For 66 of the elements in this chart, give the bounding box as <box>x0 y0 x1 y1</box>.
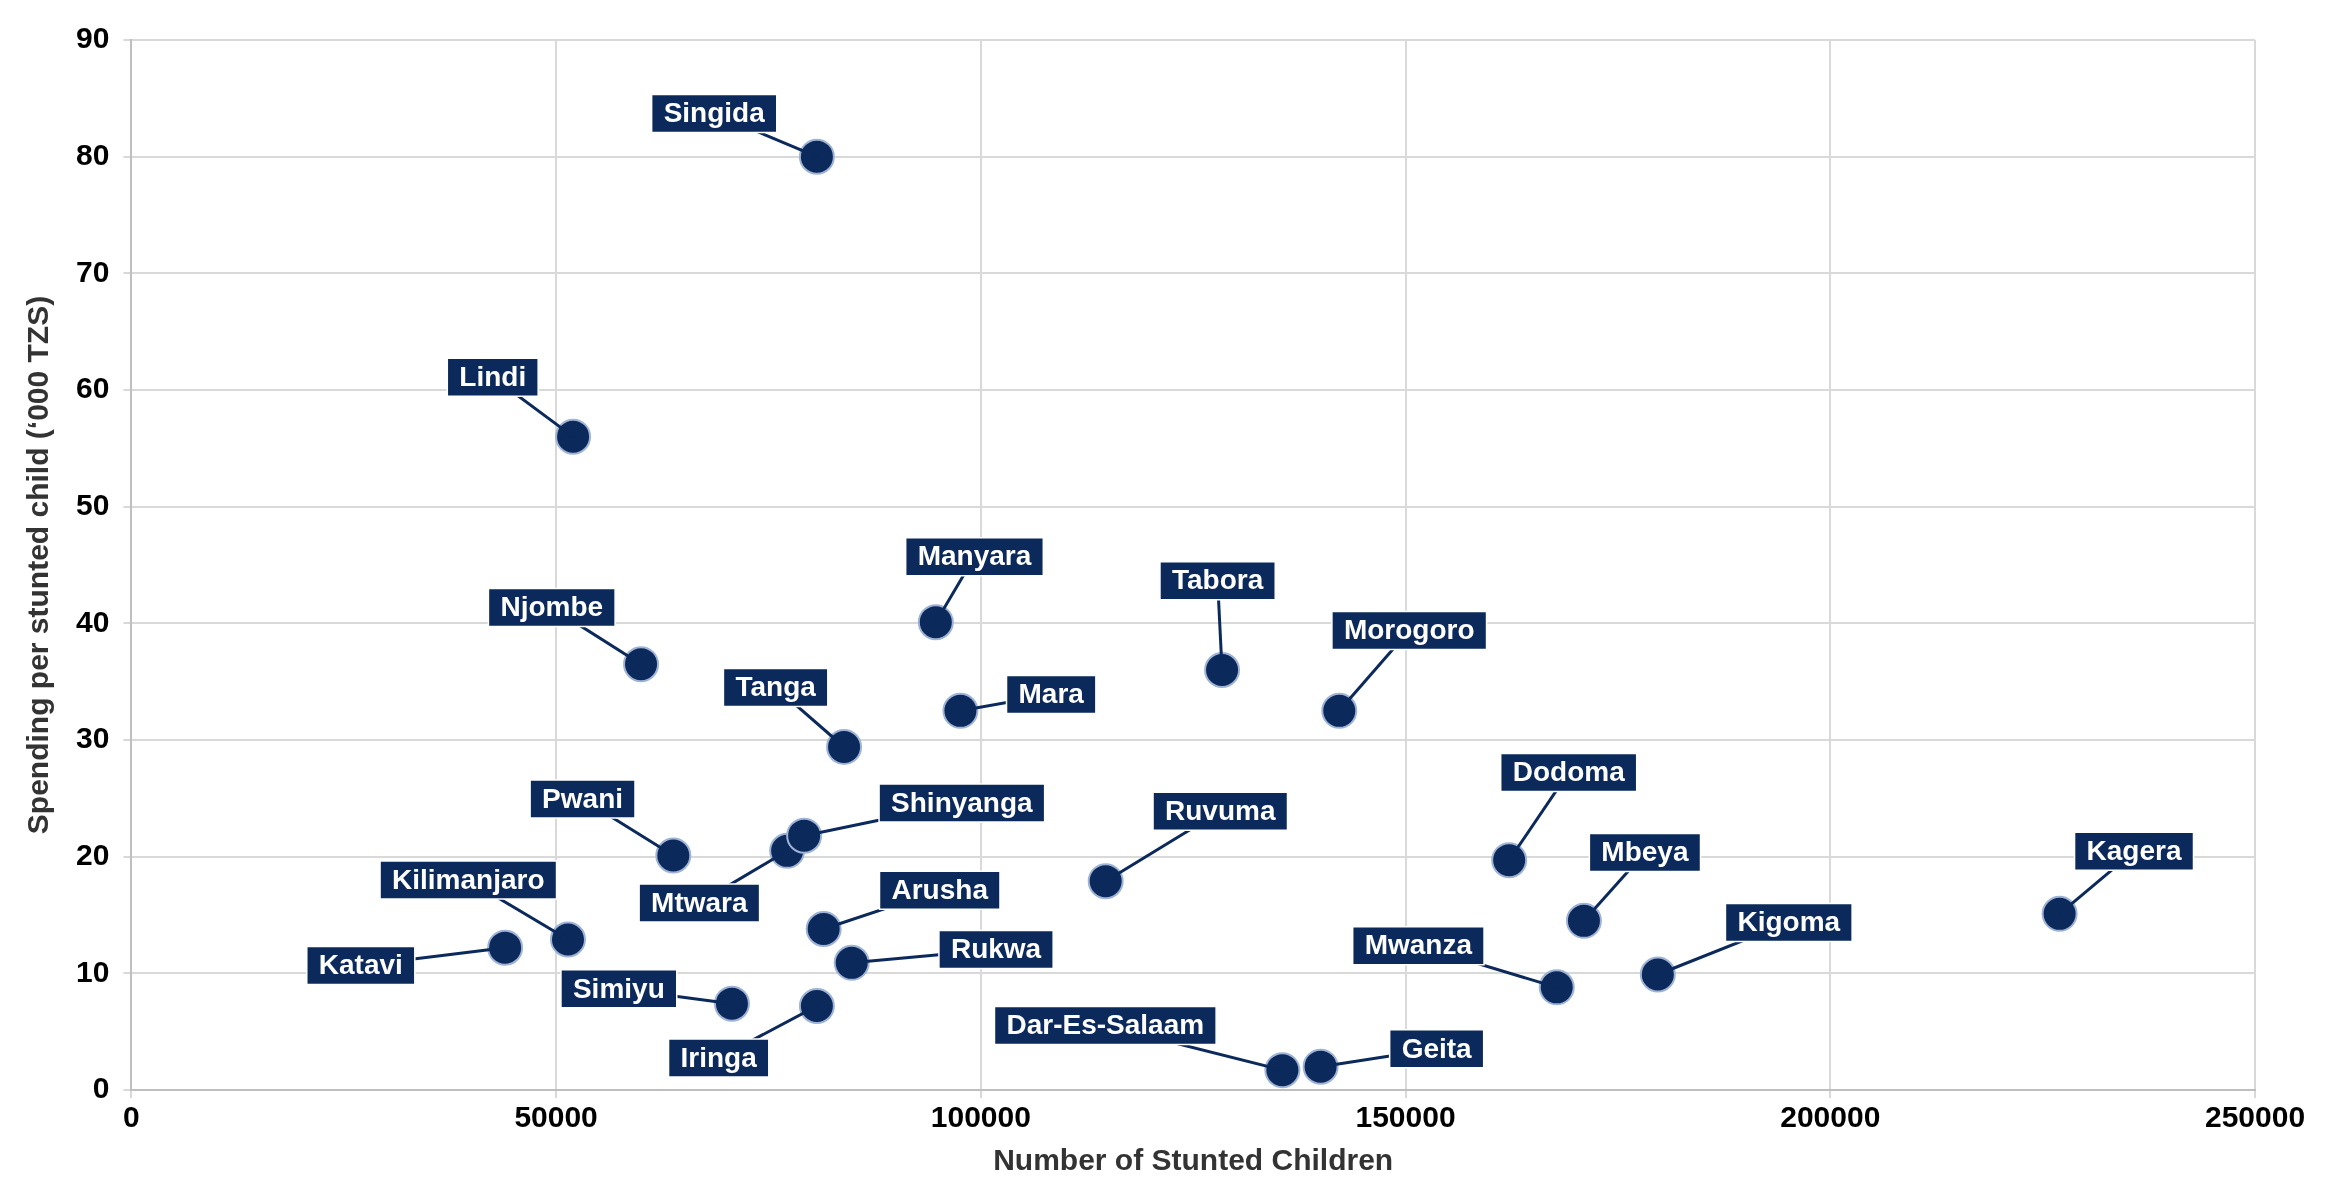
annotation: Geita <box>1401 1032 1473 1064</box>
x-tick-label: 250000 <box>2204 1100 2306 1134</box>
y-axis-title: Spending per stunted child (‘000 TZS) <box>21 295 55 835</box>
point <box>549 921 586 958</box>
annotation: Morogoro <box>1343 614 1475 646</box>
annotation: Rukwa <box>950 933 1042 965</box>
y-tick-label: 40 <box>75 604 110 638</box>
point <box>655 837 692 874</box>
annotation: Dar-Es-Salaam <box>1006 1009 1205 1041</box>
annotation: Tabora <box>1171 564 1264 596</box>
point <box>826 729 863 765</box>
point <box>833 944 870 981</box>
point <box>917 604 954 641</box>
y-tick-label: 90 <box>75 21 110 55</box>
point <box>942 692 979 729</box>
annotation: Mara <box>1018 678 1085 710</box>
annotation: Mtwara <box>651 886 749 918</box>
point <box>805 911 842 947</box>
annotation: Simiyu <box>572 972 665 1004</box>
point <box>798 988 835 1024</box>
point <box>713 985 750 1022</box>
y-tick-label: 70 <box>75 254 110 288</box>
annotation: Shinyanga <box>891 786 1034 818</box>
x-axis-title: Number of Stunted Children <box>993 1143 1394 1177</box>
point <box>1264 1052 1301 1089</box>
x-tick-label: 50000 <box>514 1100 598 1134</box>
point <box>1639 956 1676 993</box>
point <box>1565 902 1602 939</box>
annotation: Dodoma <box>1512 756 1626 788</box>
y-tick-label: 80 <box>75 137 110 171</box>
x-tick-label: 150000 <box>1355 1100 1456 1134</box>
point <box>623 646 660 683</box>
y-tick-label: 0 <box>92 1071 110 1105</box>
y-tick-label: 20 <box>75 837 110 871</box>
x-tick-label: 0 <box>123 1100 140 1134</box>
point <box>1302 1048 1339 1085</box>
annotation: Tanga <box>735 671 817 703</box>
annotation: Pwani <box>542 782 624 814</box>
y-tick-label: 60 <box>75 371 110 405</box>
x-tick-label: 100000 <box>930 1100 1031 1134</box>
y-tick-label: 10 <box>75 954 110 988</box>
point <box>1538 969 1575 1006</box>
annotation: Manyara <box>917 540 1032 572</box>
annotation: Kilimanjaro <box>392 863 545 895</box>
annotation: Katavi <box>318 949 403 981</box>
point <box>2041 895 2078 932</box>
y-tick-label: 30 <box>75 721 110 755</box>
annotation: Singida <box>663 97 766 129</box>
point <box>1204 652 1241 688</box>
y-tick-label: 50 <box>75 487 110 521</box>
point <box>1491 842 1528 879</box>
point <box>1321 692 1358 729</box>
annotation: Mbeya <box>1601 836 1689 868</box>
annotation: Arusha <box>891 874 989 906</box>
point <box>1087 863 1124 900</box>
point <box>487 929 524 966</box>
annotation: Lindi <box>459 360 527 392</box>
point <box>555 418 592 455</box>
point <box>798 138 835 175</box>
annotation: Kigoma <box>1737 906 1841 938</box>
annotation: Iringa <box>680 1041 758 1073</box>
annotation: Njombe <box>500 591 604 623</box>
x-tick-label: 200000 <box>1780 1100 1881 1134</box>
annotation: Ruvuma <box>1165 794 1276 826</box>
annotation: Mwanza <box>1364 929 1473 961</box>
annotation: Kagera <box>2086 835 2182 867</box>
